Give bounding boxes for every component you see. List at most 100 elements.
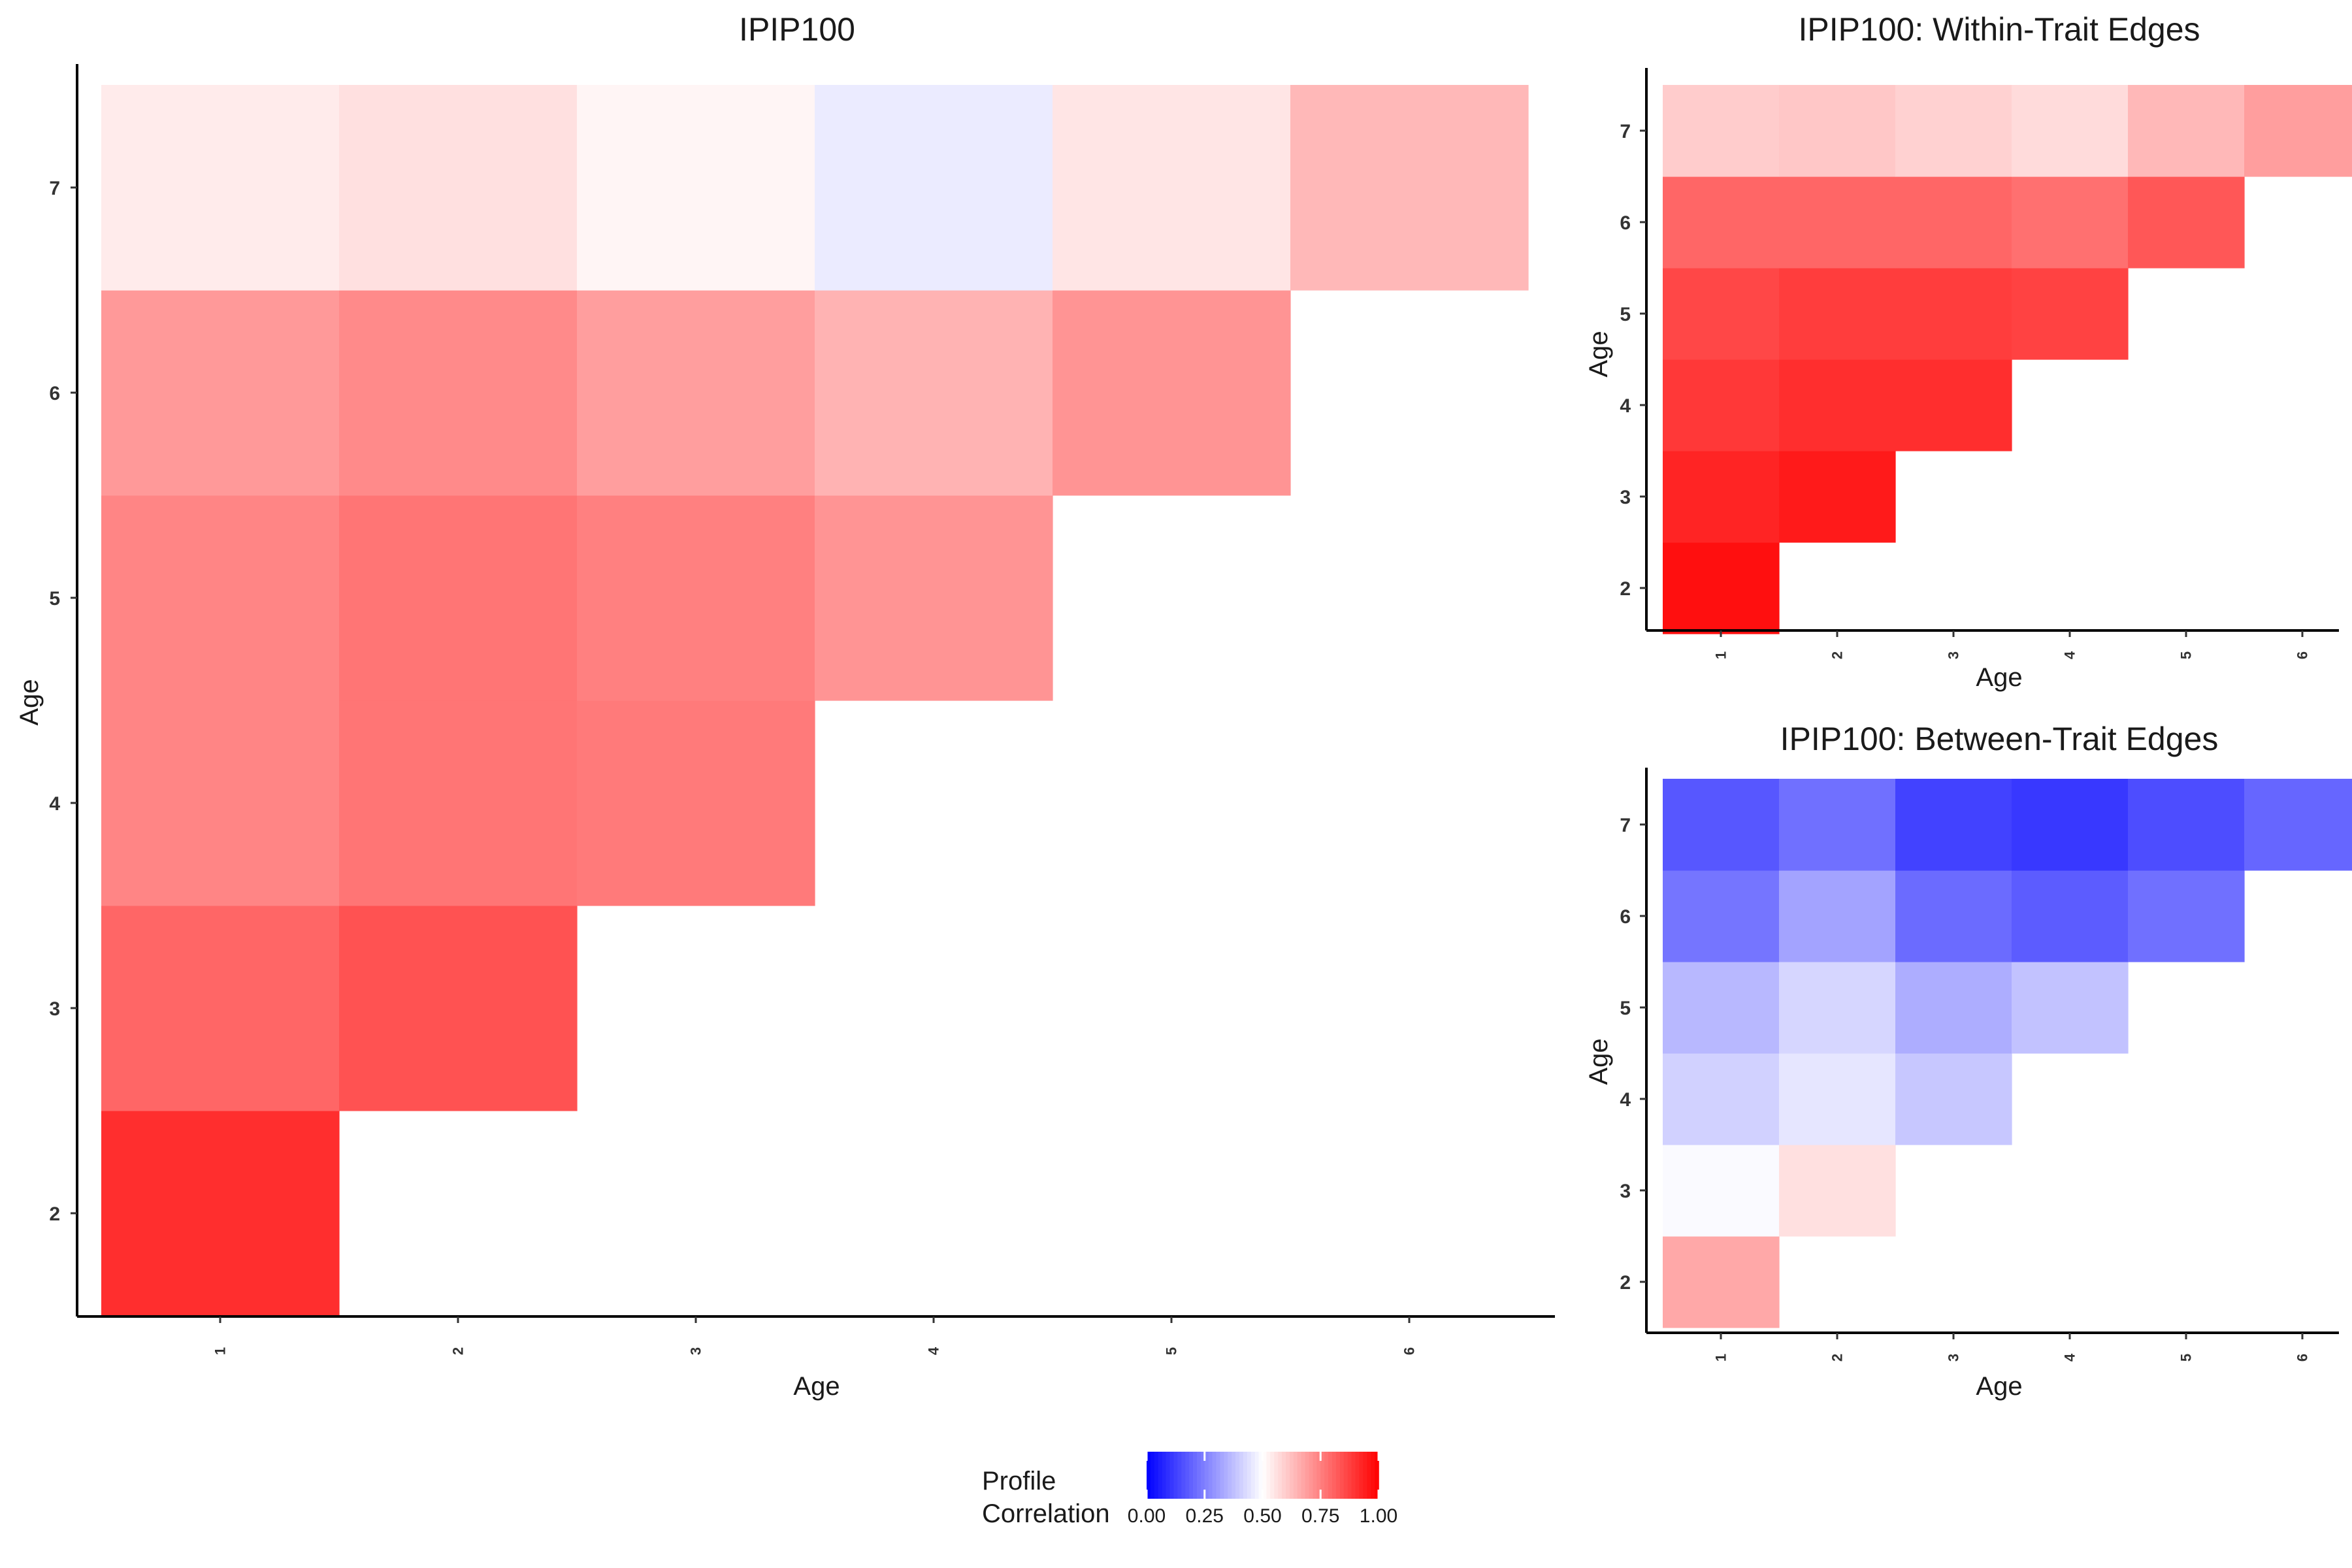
x-tick-label: 2 xyxy=(1829,1354,1846,1362)
heatmap-cell xyxy=(101,1111,340,1316)
legend-color-step xyxy=(1250,1452,1256,1499)
legend-color-step xyxy=(1154,1452,1159,1499)
heatmap-cell xyxy=(1779,359,1896,451)
legend-color-step xyxy=(1208,1452,1213,1499)
x-tick-label: 1 xyxy=(212,1347,229,1355)
heatmap-cell xyxy=(1895,870,2012,962)
legend-color-step xyxy=(1235,1452,1240,1499)
legend-color-step xyxy=(1158,1452,1163,1499)
y-tick-label: 2 xyxy=(1620,578,1631,600)
legend-color-step xyxy=(1305,1452,1310,1499)
heatmap-cell xyxy=(1895,85,2012,177)
legend-tick-label: 0.75 xyxy=(1301,1505,1339,1527)
x-tick-label: 5 xyxy=(2178,1354,2195,1362)
y-tick-label: 3 xyxy=(49,998,60,1020)
legend-color-step xyxy=(1371,1452,1375,1499)
heatmap-cell xyxy=(1290,85,1529,291)
legend-color-step xyxy=(1301,1452,1306,1499)
x-tick-label: 1 xyxy=(1713,1354,1729,1362)
heatmap-cell xyxy=(2012,85,2129,177)
legend-color-step xyxy=(1316,1452,1322,1499)
legend-color-step xyxy=(1220,1452,1225,1499)
heatmap-cell xyxy=(1053,85,1291,291)
legend-color-step xyxy=(1266,1452,1271,1499)
heatmap-cell xyxy=(101,495,340,701)
heatmap-cell xyxy=(1779,268,1896,360)
legend-color-step xyxy=(1254,1452,1260,1499)
y-tick-label: 4 xyxy=(49,793,60,815)
heatmap-cell xyxy=(339,290,578,496)
legend-color-step xyxy=(1332,1452,1337,1499)
legend-color-step xyxy=(1228,1452,1232,1499)
legend-color-step xyxy=(1328,1452,1333,1499)
y-tick-label: 6 xyxy=(1620,212,1631,234)
x-tick-label: 4 xyxy=(2062,651,2078,659)
y-tick-label: 7 xyxy=(49,178,60,199)
legend-color-step xyxy=(1324,1452,1329,1499)
heatmap-cell xyxy=(1053,290,1291,496)
legend-color-step xyxy=(1278,1452,1282,1499)
legend-color-step xyxy=(1289,1452,1294,1499)
y-tick-label: 7 xyxy=(1620,815,1631,836)
heatmap-cells-main xyxy=(101,85,1529,1316)
legend-color-step xyxy=(1339,1452,1345,1499)
y-tick-label: 7 xyxy=(1620,121,1631,142)
legend-color-step xyxy=(1150,1452,1155,1499)
y-axis-label-between: Age xyxy=(1584,1038,1613,1085)
heatmap-cell xyxy=(1663,962,1780,1054)
heatmap-cell xyxy=(1663,268,1780,360)
heatmap-cell xyxy=(1663,1236,1780,1328)
heatmap-cell xyxy=(1663,542,1780,634)
heatmap-cell xyxy=(1895,176,2012,269)
x-tick-label: 3 xyxy=(688,1347,704,1355)
heatmap-panel-main: IPIP100 Age Age 2 3 4 5 6 7 1 2 3 4 5 6 xyxy=(15,11,1555,1401)
panel-title-between: IPIP100: Between-Trait Edges xyxy=(1780,721,2219,757)
heatmap-cell xyxy=(101,85,340,291)
heatmap-cell xyxy=(1779,176,1896,269)
heatmap-cell xyxy=(1779,870,1896,962)
x-tick-label: 3 xyxy=(1946,651,1962,659)
x-tick-label: 6 xyxy=(2295,1354,2311,1362)
legend-color-step xyxy=(1177,1452,1183,1499)
legend-color-step xyxy=(1166,1452,1171,1499)
x-axis-label-main: Age xyxy=(793,1372,840,1401)
x-tick-label: 6 xyxy=(1401,1347,1418,1355)
heatmap-cell xyxy=(1663,779,1780,871)
heatmap-panel-within: IPIP100: Within-Trait Edges Age Age 2 3 4 5… xyxy=(1584,11,2352,692)
heatmap-cell xyxy=(1663,451,1780,543)
heatmap-panel-between: IPIP100: Between-Trait Edges Age Age 2 3 4… xyxy=(1584,721,2352,1401)
y-tick-label: 2 xyxy=(1620,1272,1631,1294)
heatmap-cell xyxy=(101,906,340,1111)
heatmap-cell xyxy=(339,906,578,1111)
legend-color-step xyxy=(1204,1452,1209,1499)
heatmap-cell xyxy=(1779,779,1896,871)
y-axis-label-within: Age xyxy=(1584,331,1613,377)
y-axis-label-main: Age xyxy=(15,679,44,725)
x-tick-label: 6 xyxy=(2295,651,2311,659)
y-tick-label: 5 xyxy=(49,588,60,610)
heatmap-cell xyxy=(2012,176,2129,269)
heatmap-cell xyxy=(815,290,1053,496)
legend-color-step xyxy=(1270,1452,1275,1499)
legend-color-step xyxy=(1313,1452,1318,1499)
heatmap-cell xyxy=(577,290,815,496)
heatmap-cell xyxy=(2128,779,2245,871)
legend-ticks: 0.00 0.25 0.50 0.75 1.00 xyxy=(1128,1452,1397,1527)
heatmap-cell xyxy=(2012,870,2129,962)
heatmap-cell xyxy=(815,495,1053,701)
legend-color-step xyxy=(1239,1452,1244,1499)
y-tick-label: 6 xyxy=(1620,906,1631,928)
legend-color-step xyxy=(1293,1452,1298,1499)
heatmap-cell xyxy=(1779,85,1896,177)
legend-color-step xyxy=(1355,1452,1360,1499)
x-tick-label: 2 xyxy=(1829,651,1846,659)
heatmap-cell xyxy=(577,85,815,291)
legend-color-step xyxy=(1274,1452,1279,1499)
legend-color-step xyxy=(1181,1452,1186,1499)
x-tick-label: 4 xyxy=(926,1347,942,1355)
legend-tick-label: 0.00 xyxy=(1128,1505,1166,1527)
heatmap-cell xyxy=(577,700,815,906)
x-tick-label: 2 xyxy=(450,1347,466,1355)
heatmap-cell xyxy=(339,495,578,701)
